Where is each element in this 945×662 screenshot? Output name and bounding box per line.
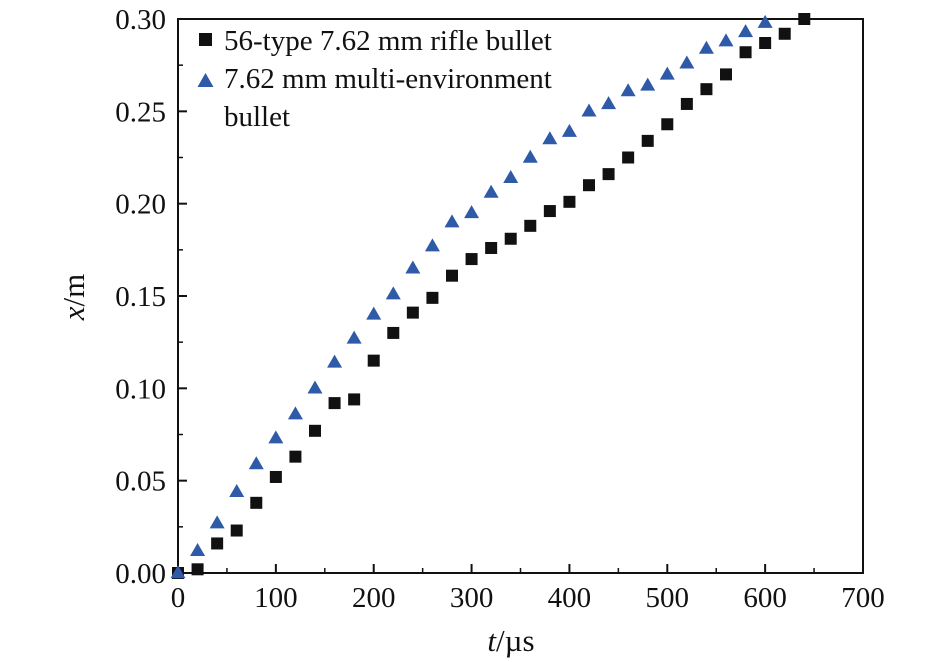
data-point-square bbox=[524, 219, 537, 232]
data-point-triangle bbox=[229, 483, 245, 497]
data-point-square bbox=[250, 496, 263, 509]
data-point-square bbox=[387, 326, 400, 339]
x-tick-label: 0 bbox=[171, 582, 186, 614]
data-point-triangle bbox=[698, 40, 714, 54]
y-tick-label: 0.15 bbox=[115, 281, 166, 313]
y-tick-label: 0.30 bbox=[115, 4, 166, 36]
ticks-group bbox=[177, 18, 864, 574]
x-tick-label: 100 bbox=[254, 582, 298, 614]
data-point-square bbox=[465, 253, 478, 266]
x-axis-label-unit: /µs bbox=[496, 623, 535, 658]
data-point-triangle bbox=[640, 77, 656, 91]
legend: 56-type 7.62 mm rifle bullet 7.62 mm mul… bbox=[197, 25, 552, 133]
data-point-triangle bbox=[483, 184, 499, 198]
data-point-triangle bbox=[248, 456, 264, 470]
data-point-square bbox=[641, 134, 654, 147]
data-point-square bbox=[309, 424, 321, 437]
data-point-square bbox=[191, 563, 204, 576]
data-point-square bbox=[602, 168, 615, 181]
data-point-triangle bbox=[659, 66, 675, 80]
series-group bbox=[170, 13, 811, 579]
data-point-square bbox=[348, 393, 361, 406]
data-point-triangle bbox=[757, 14, 773, 28]
y-tick-label: 0.25 bbox=[115, 96, 166, 128]
data-point-square bbox=[720, 68, 732, 81]
y-axis-label: x/m bbox=[56, 274, 91, 322]
data-point-square bbox=[759, 37, 772, 50]
data-point-triangle bbox=[170, 565, 186, 579]
x-axis-label: t/µs bbox=[487, 623, 534, 658]
data-point-square bbox=[563, 195, 576, 208]
data-point-square bbox=[798, 13, 811, 25]
tick-labels-group: 0 100 200 300 400 500 600 700 0.00 0.05 0.10 0.15 0.… bbox=[115, 4, 885, 614]
x-tick-label: 700 bbox=[841, 582, 885, 614]
data-point-square bbox=[289, 450, 302, 463]
data-point-square bbox=[328, 397, 341, 410]
legend-label-series-1: 56-type 7.62 mm rifle bullet bbox=[224, 25, 552, 57]
data-point-square bbox=[543, 205, 556, 218]
data-point-square bbox=[485, 241, 498, 254]
legend-triangle-marker bbox=[197, 73, 214, 87]
data-point-square bbox=[680, 97, 693, 110]
legend-square-marker bbox=[199, 33, 212, 46]
data-point-triangle bbox=[620, 83, 636, 97]
data-point-triangle bbox=[601, 96, 617, 110]
legend-label-series-2-line-2: bullet bbox=[224, 101, 290, 133]
data-point-triangle bbox=[307, 380, 323, 394]
data-point-triangle bbox=[346, 330, 362, 344]
data-point-triangle bbox=[385, 286, 401, 300]
data-point-square bbox=[230, 524, 243, 537]
data-point-triangle bbox=[464, 205, 480, 219]
x-tick-label: 400 bbox=[548, 582, 592, 614]
data-point-triangle bbox=[718, 33, 734, 47]
data-point-square bbox=[504, 232, 517, 245]
data-point-square bbox=[700, 83, 713, 96]
data-point-triangle bbox=[287, 406, 303, 420]
x-axis-label-variable: t bbox=[487, 623, 497, 658]
data-point-square bbox=[406, 306, 419, 319]
data-point-triangle bbox=[679, 55, 695, 69]
x-tick-label: 600 bbox=[743, 582, 787, 614]
data-point-square bbox=[739, 46, 752, 59]
x-tick-label: 500 bbox=[646, 582, 690, 614]
data-point-triangle bbox=[405, 260, 421, 274]
data-point-square bbox=[269, 470, 282, 483]
data-point-square bbox=[583, 179, 595, 192]
data-point-square bbox=[778, 27, 791, 40]
x-tick-label: 300 bbox=[450, 582, 494, 614]
data-point-square bbox=[661, 118, 674, 131]
data-point-square bbox=[367, 354, 380, 367]
y-tick-label: 0.00 bbox=[115, 558, 166, 590]
data-point-triangle bbox=[424, 238, 440, 252]
data-point-triangle bbox=[209, 515, 225, 529]
data-point-triangle bbox=[522, 149, 538, 163]
data-point-triangle bbox=[444, 214, 460, 228]
y-tick-label: 0.05 bbox=[115, 466, 166, 498]
data-point-square bbox=[426, 291, 439, 304]
data-point-triangle bbox=[503, 170, 519, 184]
data-point-triangle bbox=[327, 354, 343, 368]
axis-labels-group: t/µs x/m bbox=[56, 274, 535, 658]
legend-label-series-2-line-1: 7.62 mm multi-environment bbox=[224, 63, 552, 95]
data-point-square bbox=[211, 537, 224, 550]
data-point-triangle bbox=[581, 103, 597, 117]
data-point-triangle bbox=[738, 24, 754, 38]
data-point-square bbox=[622, 151, 635, 164]
data-point-square bbox=[446, 269, 458, 282]
y-axis-label-variable: x bbox=[56, 306, 91, 321]
data-point-triangle bbox=[542, 131, 558, 145]
y-tick-label: 0.10 bbox=[115, 373, 166, 405]
data-point-triangle bbox=[366, 306, 382, 320]
x-tick-label: 200 bbox=[352, 582, 396, 614]
series-2 bbox=[170, 14, 773, 579]
y-tick-label: 0.20 bbox=[115, 189, 166, 221]
data-point-triangle bbox=[561, 123, 577, 137]
data-point-triangle bbox=[190, 543, 206, 557]
y-axis-label-unit: /m bbox=[56, 274, 91, 307]
series-1 bbox=[172, 13, 811, 579]
data-point-triangle bbox=[268, 430, 284, 444]
